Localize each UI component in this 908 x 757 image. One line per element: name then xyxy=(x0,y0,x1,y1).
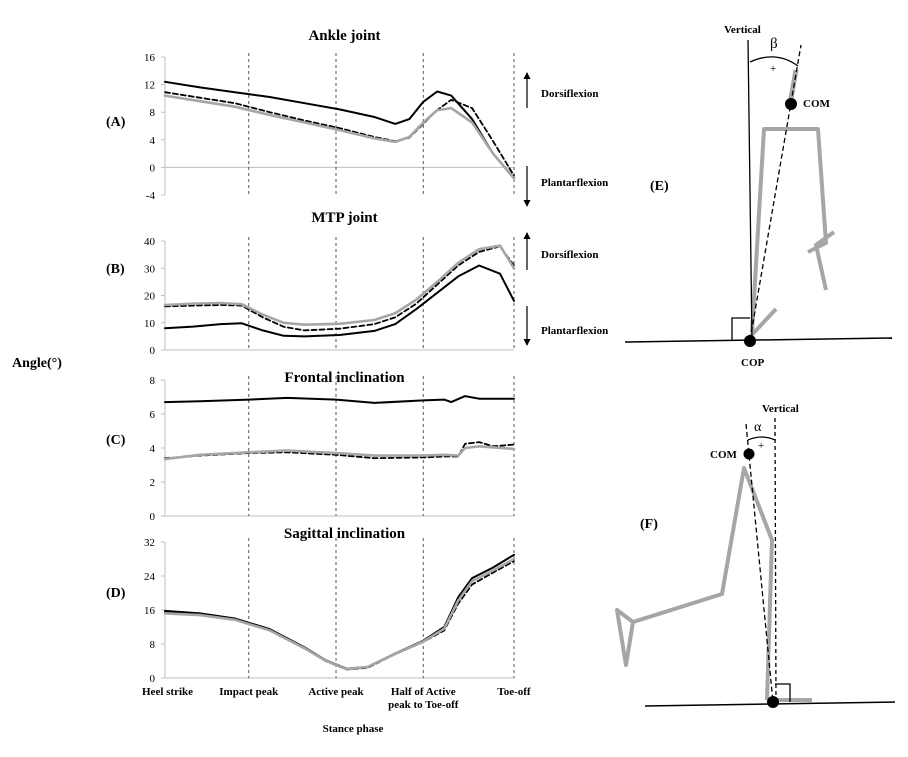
chart-title: MTP joint xyxy=(311,210,377,226)
y-tick-label: 2 xyxy=(150,477,156,489)
diagram-e-com-point xyxy=(785,98,797,110)
annotation-label: Plantarflexion xyxy=(541,177,608,189)
series-line-solid-black xyxy=(164,553,515,670)
diagram-f-alpha-label: α xyxy=(754,420,762,435)
x-axis-label: Stance phase xyxy=(323,723,384,735)
charts-group: Ankle joint (A) -4 0 4 8 12 16 Dorsiflexion Plant… xyxy=(106,28,608,711)
diagram-f-body-segment xyxy=(615,466,774,701)
x-tick-label: peak to Toe-off xyxy=(388,699,459,711)
y-tick-label: 32 xyxy=(144,537,155,549)
diagram-f-cop-point xyxy=(767,696,779,708)
chart-title: Ankle joint xyxy=(308,28,380,44)
annotation-label: Plantarflexion xyxy=(541,325,608,337)
diagram-e-panel-label: (E) xyxy=(650,179,669,194)
chart-panel-label: (A) xyxy=(106,115,126,130)
arrow-head-up xyxy=(523,72,531,79)
diagram-f-right-angle xyxy=(775,683,791,702)
y-tick-label: 8 xyxy=(150,639,156,651)
y-tick-label: 0 xyxy=(150,162,156,174)
diagram-e-right-angle xyxy=(731,317,750,340)
series-line-solid-black xyxy=(164,395,515,404)
diagram-f-angle-arc xyxy=(747,436,776,441)
y-tick-label: 20 xyxy=(144,291,156,303)
diagram-e: (E) Vertical β + COM COP xyxy=(624,24,893,369)
series-line-solid-black xyxy=(164,264,515,338)
diagram-e-body-segment xyxy=(750,127,828,333)
y-tick-label: 6 xyxy=(150,409,156,421)
series-line-solid-gray xyxy=(163,445,516,461)
series-line-solid-gray xyxy=(163,244,516,326)
y-tick-label: 8 xyxy=(150,375,156,387)
chart-panel-2: Frontal inclination (C) 0 2 4 6 8 xyxy=(106,370,516,523)
x-tick-label: Toe-off xyxy=(497,686,531,698)
diagram-e-beta-label: β xyxy=(770,36,778,52)
diagram-e-vertical-label: Vertical xyxy=(724,24,761,36)
y-tick-label: -4 xyxy=(146,190,156,202)
chart-panel-0: Ankle joint (A) -4 0 4 8 12 16 Dorsiflexion Plant… xyxy=(106,28,608,207)
diagram-f-panel-label: (F) xyxy=(640,517,658,532)
series-line-solid-black xyxy=(164,80,515,179)
diagram-e-cop-com-line xyxy=(749,44,802,341)
diagram-f-vertical-line xyxy=(774,417,777,703)
chart-panel-3: Sagittal inclination (D) 0 8 16 24 32 xyxy=(106,526,516,685)
diagram-f-plus-label: + xyxy=(758,440,764,452)
diagram-f-com-label: COM xyxy=(710,449,738,461)
chart-panel-label: (B) xyxy=(106,262,125,277)
diagram-e-cop-point xyxy=(744,335,756,347)
arrow-head-up xyxy=(523,232,531,239)
y-tick-label: 10 xyxy=(144,318,156,330)
y-tick-label: 12 xyxy=(144,80,155,92)
chart-title: Sagittal inclination xyxy=(284,526,406,542)
diagram-e-arm xyxy=(813,230,836,291)
diagram-f-com-point xyxy=(743,448,755,460)
y-tick-label: 30 xyxy=(144,263,156,275)
arrow-head-down xyxy=(523,200,531,207)
annotation-label: Dorsiflexion xyxy=(541,249,598,261)
y-tick-label: 16 xyxy=(144,605,156,617)
diagram-e-plus-label: + xyxy=(770,63,776,75)
arrow-head-down xyxy=(523,339,531,346)
diagram-e-angle-arc xyxy=(749,56,799,67)
y-tick-label: 24 xyxy=(144,571,156,583)
diagram-f-cop-com-line xyxy=(745,423,774,703)
diagram-e-cop-label: COP xyxy=(741,357,765,369)
chart-title: Frontal inclination xyxy=(284,370,405,386)
series-line-solid-gray xyxy=(163,94,516,180)
series-line-dashed-black xyxy=(164,245,515,332)
chart-panel-label: (D) xyxy=(106,586,126,601)
y-tick-label: 8 xyxy=(150,107,156,119)
chart-panel-1: MTP joint (B) 0 10 20 30 40 Dorsiflexion Plantar… xyxy=(106,210,608,357)
chart-panel-label: (C) xyxy=(106,433,126,448)
x-tick-label: Impact peak xyxy=(219,686,279,698)
y-tick-label: 0 xyxy=(150,345,156,357)
x-tick-label: Half of Active xyxy=(391,686,456,698)
y-tick-label: 0 xyxy=(150,511,156,523)
diagram-e-vertical-line xyxy=(747,39,753,343)
y-tick-label: 0 xyxy=(150,673,156,685)
series-line-solid-gray xyxy=(163,557,516,671)
diagram-f: (F) Vertical α + COM xyxy=(615,403,896,708)
diagram-e-com-label: COM xyxy=(803,98,831,110)
diagram-e-ground-line xyxy=(624,337,893,343)
annotation-label: Dorsiflexion xyxy=(541,88,598,100)
y-tick-label: 16 xyxy=(144,52,156,64)
x-tick-label: Active peak xyxy=(308,686,364,698)
y-tick-label: 40 xyxy=(144,236,156,248)
y-tick-label: 4 xyxy=(150,135,156,147)
diagram-f-vertical-label: Vertical xyxy=(762,403,799,415)
y-tick-label: 4 xyxy=(150,443,156,455)
x-tick-label: Heel strike xyxy=(142,686,193,698)
y-axis-label: Angle(°) xyxy=(12,356,62,371)
